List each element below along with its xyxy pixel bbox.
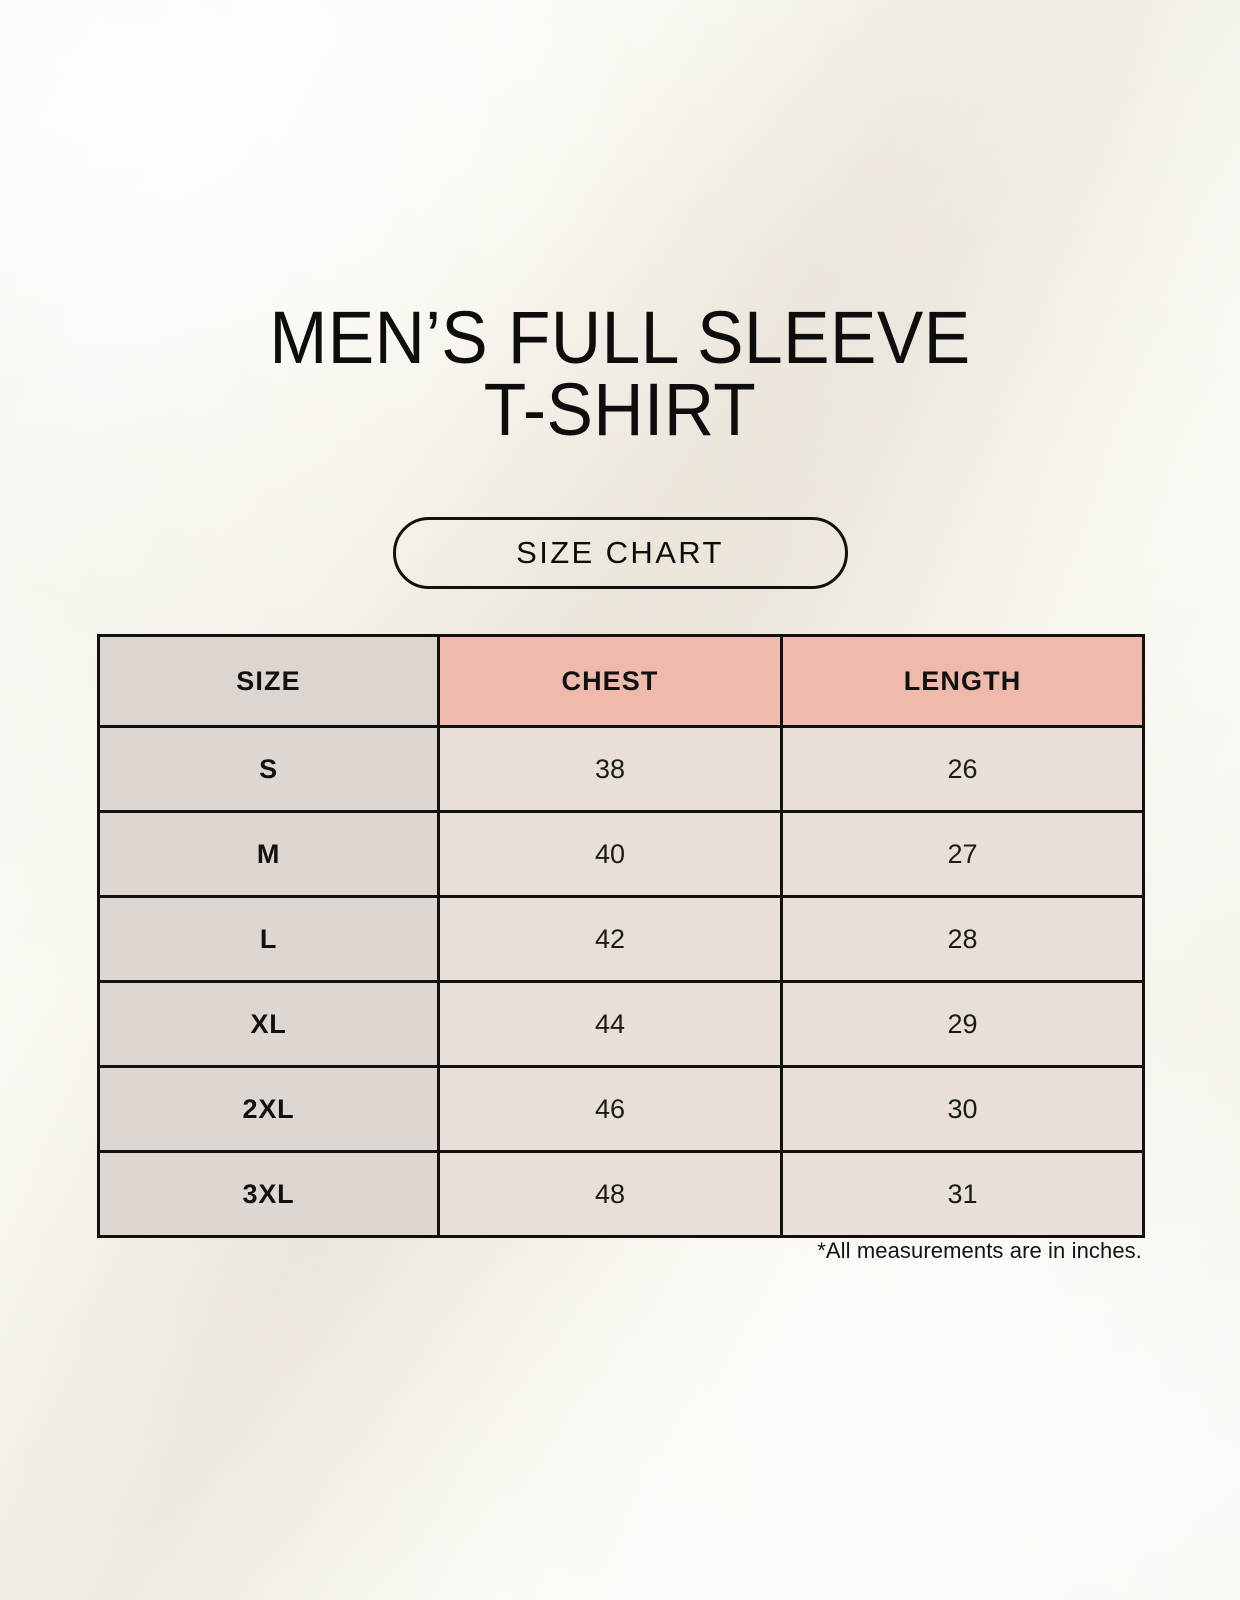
size-table-head: SIZE CHEST LENGTH [97,634,1145,728]
cell-size: L [97,895,440,983]
page-title-line-2: T-SHIRT [483,368,757,451]
table-header-row: SIZE CHEST LENGTH [97,634,1145,728]
table-row: 3XL 48 31 [97,1150,1145,1238]
cell-size: XL [97,980,440,1068]
cell-length: 27 [780,810,1145,898]
cell-chest: 46 [437,1065,783,1153]
size-chart-badge-wrapper: SIZE CHART [0,517,1240,589]
size-table-wrapper: SIZE CHEST LENGTH S 38 26 M 40 27 L [97,634,1145,1238]
cell-size: 3XL [97,1150,440,1238]
cell-length: 29 [780,980,1145,1068]
column-header-chest: CHEST [437,634,783,728]
column-header-size: SIZE [97,634,440,728]
cell-size: 2XL [97,1065,440,1153]
cell-length: 30 [780,1065,1145,1153]
table-row: L 42 28 [97,895,1145,983]
size-table: SIZE CHEST LENGTH S 38 26 M 40 27 L [97,634,1145,1238]
cell-chest: 48 [437,1150,783,1238]
cell-chest: 38 [437,725,783,813]
table-row: XL 44 29 [97,980,1145,1068]
page-title: MEN’S FULL SLEEVE T-SHIRT [0,296,1240,451]
cell-length: 26 [780,725,1145,813]
table-row: 2XL 46 30 [97,1065,1145,1153]
table-row: S 38 26 [97,725,1145,813]
cell-chest: 42 [437,895,783,983]
cell-size: S [97,725,440,813]
cell-size: M [97,810,440,898]
size-chart-badge: SIZE CHART [392,517,848,589]
cell-chest: 44 [437,980,783,1068]
cell-length: 28 [780,895,1145,983]
size-table-body: S 38 26 M 40 27 L 42 28 XL 44 29 [97,725,1145,1238]
table-row: M 40 27 [97,810,1145,898]
cell-length: 31 [780,1150,1145,1238]
size-chart-badge-label: SIZE CHART [516,535,724,570]
page-title-line-1: MEN’S FULL SLEEVE [269,296,971,379]
cell-chest: 40 [437,810,783,898]
column-header-length: LENGTH [780,634,1145,728]
measurement-units-footnote: *All measurements are in inches. [817,1238,1142,1263]
